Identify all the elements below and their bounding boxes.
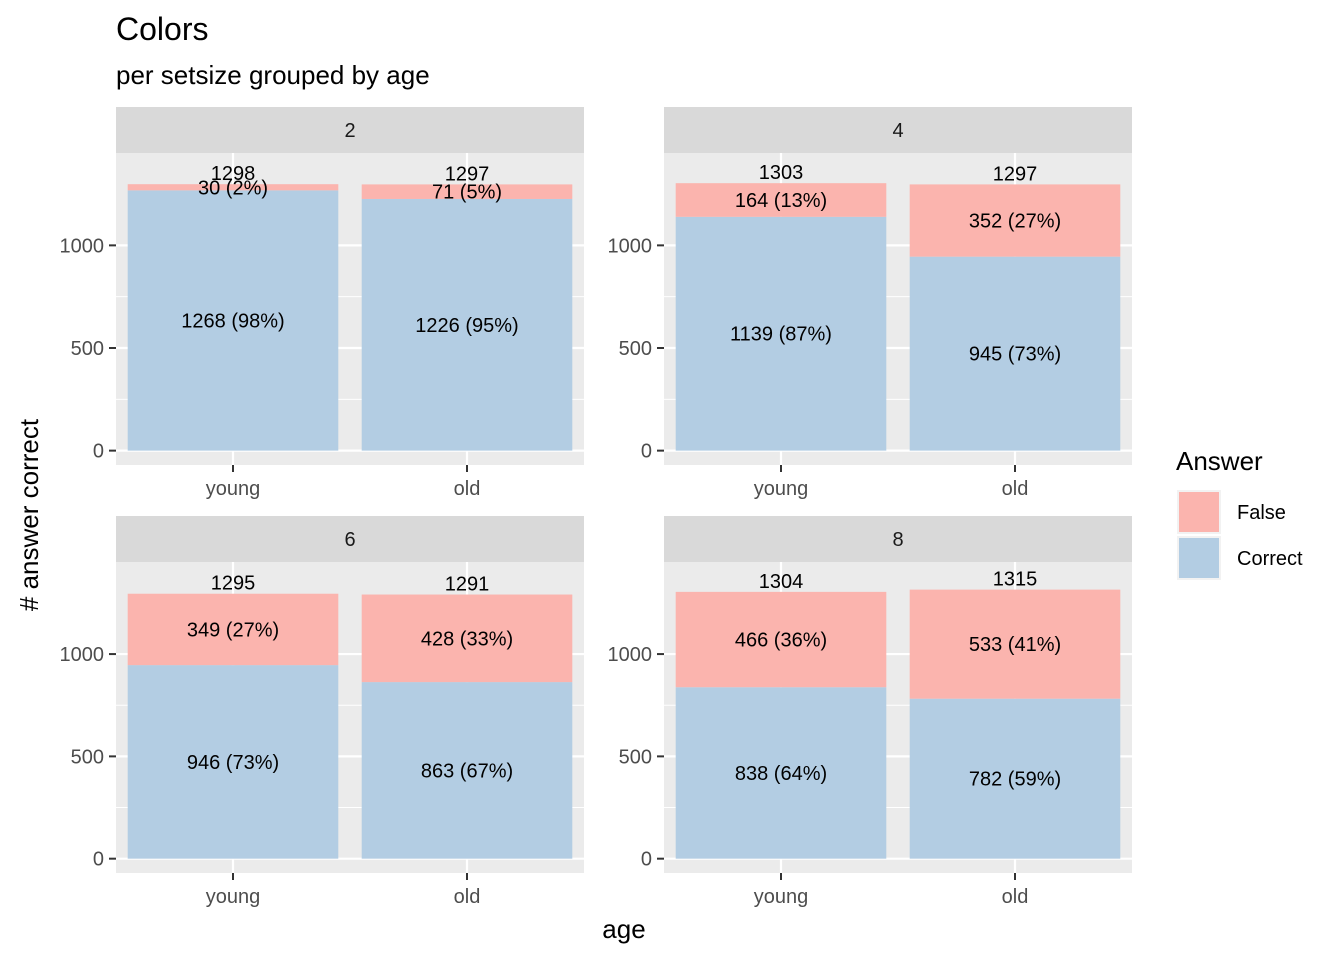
chart-subtitle: per setsize grouped by age (116, 60, 430, 90)
bar-false (675, 591, 887, 688)
y-axis-label: # answer correct (14, 418, 44, 611)
bar-false-label: 533 (41%) (969, 634, 1061, 656)
y-tick-label: 0 (93, 441, 104, 463)
bar-false-label: 352 (27%) (969, 211, 1061, 233)
chart-title: Colors (116, 11, 208, 47)
bar-false (361, 184, 573, 199)
bar-total-label: 1315 (993, 569, 1038, 591)
legend-label-correct: Correct (1237, 548, 1303, 570)
y-tick-label: 500 (71, 338, 104, 360)
legend-key-false (1179, 492, 1219, 532)
bar-correct (675, 216, 887, 451)
y-tick-label: 0 (93, 849, 104, 871)
x-tick-label: young (206, 886, 261, 908)
bar-correct (361, 198, 573, 451)
facet-strip-label: 6 (344, 529, 355, 551)
bar-correct-label: 1226 (95%) (415, 315, 518, 337)
bar-false (909, 184, 1121, 257)
bar-false-label: 164 (13%) (735, 190, 827, 212)
x-tick-label: old (1002, 886, 1029, 908)
bar-false (909, 589, 1121, 699)
bar-correct (361, 682, 573, 859)
facet-panel: 4 0 500 1000 young old 1139 (87%) 164 (13%) 1303… (608, 107, 1132, 500)
bar-correct-label: 838 (64%) (735, 763, 827, 785)
bar-total-label: 1297 (445, 163, 490, 185)
y-tick-label: 0 (641, 441, 652, 463)
x-tick-label: old (454, 478, 481, 500)
bar-correct-label: 863 (67%) (421, 760, 513, 782)
facet-panel: 2 0 500 1000 young old 1268 (98%) 30 (2%)1298 12… (60, 107, 584, 500)
bar-correct (675, 687, 887, 859)
x-axis-label: age (602, 914, 645, 944)
bar-false (127, 593, 339, 666)
bar-false-label: 30 (2%) (198, 177, 268, 199)
bar-false-label: 349 (27%) (187, 619, 279, 641)
bar-correct-label: 946 (73%) (187, 752, 279, 774)
y-tick-label: 500 (71, 746, 104, 768)
facet-panels: 2 0 500 1000 young old 1268 (98%) 30 (2%)1298 12… (60, 107, 1132, 908)
bar-false (675, 183, 887, 217)
bar-correct (909, 256, 1121, 451)
bar-correct (909, 698, 1121, 859)
x-tick-label: young (206, 478, 261, 500)
bar-false (127, 184, 339, 191)
bar-correct (127, 665, 339, 859)
x-tick-label: old (454, 886, 481, 908)
y-tick-label: 500 (619, 338, 652, 360)
legend-key-correct (1179, 538, 1219, 578)
facet-strip-label: 4 (892, 120, 903, 142)
bar-total-label: 1291 (445, 574, 490, 596)
bar-correct (127, 190, 339, 451)
x-tick-label: old (1002, 478, 1029, 500)
y-tick-label: 0 (641, 849, 652, 871)
facet-strip (116, 516, 584, 562)
facet-strip (116, 107, 584, 153)
legend: Answer False Correct (1176, 446, 1303, 580)
facet-strip (664, 107, 1132, 153)
bar-false-label: 428 (33%) (421, 628, 513, 650)
y-tick-label: 1000 (60, 644, 105, 666)
legend-title: Answer (1176, 446, 1263, 476)
facet-strip-label: 8 (892, 529, 903, 551)
bar-total-label: 1298 (211, 163, 256, 185)
y-tick-label: 1000 (608, 644, 653, 666)
y-tick-label: 1000 (608, 235, 653, 257)
legend-label-false: False (1237, 502, 1286, 524)
facet-strip-label: 2 (344, 120, 355, 142)
facet-strip (664, 516, 1132, 562)
facet-panel: 6 0 500 1000 young old 946 (73%) 349 (27%) 1295 8… (60, 516, 584, 908)
bar-false-label: 71 (5%) (432, 182, 502, 204)
bar-correct-label: 782 (59%) (969, 769, 1061, 791)
bar-correct-label: 1139 (87%) (730, 324, 832, 346)
bar-correct-label: 1268 (98%) (181, 310, 284, 332)
bar-false-label: 466 (36%) (735, 630, 827, 652)
y-tick-label: 1000 (60, 235, 105, 257)
bar-total-label: 1297 (993, 163, 1038, 185)
x-tick-label: young (754, 478, 809, 500)
x-tick-label: young (754, 886, 809, 908)
facet-panel: 8 0 500 1000 young old 838 (64%) 466 (36%) 1304 7… (608, 516, 1132, 908)
bar-total-label: 1295 (211, 573, 256, 595)
bar-total-label: 1303 (759, 162, 804, 184)
bar-false (361, 594, 573, 683)
bar-correct-label: 945 (73%) (969, 344, 1061, 366)
bar-total-label: 1304 (759, 571, 804, 593)
y-tick-label: 500 (619, 746, 652, 768)
